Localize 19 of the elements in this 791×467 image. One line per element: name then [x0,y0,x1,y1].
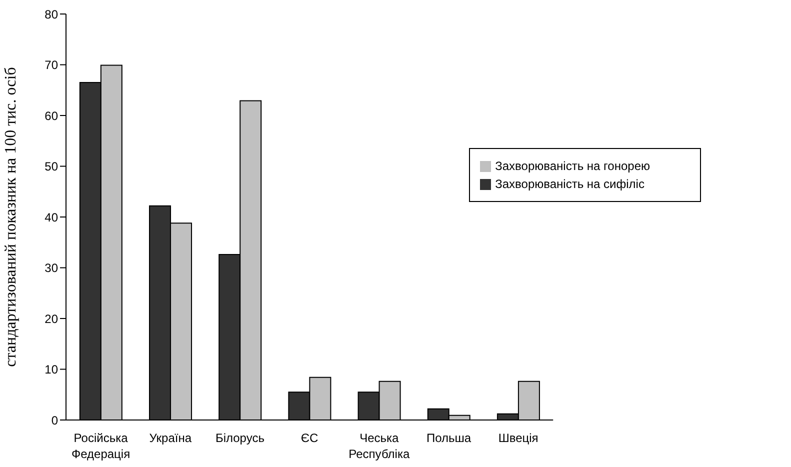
y-tick-label: 0 [51,413,58,428]
y-tick-label: 80 [44,7,58,22]
y-axis-title: стандартизований показник на 100 тис. осіб [2,67,20,367]
legend-label: Захворюваність на сифіліс [495,177,644,191]
y-tick-label: 40 [44,210,58,224]
x-tick-label: ЄС [300,431,319,445]
y-tick-label: 10 [44,362,58,377]
x-tick-label: Польша [426,431,472,445]
y-tick-label: 60 [44,108,58,123]
y-tick-label: 70 [44,58,58,72]
y-tick-label: 50 [44,160,58,174]
y-tick-label: 30 [44,261,58,276]
x-tick-label: Швеція [498,431,538,445]
x-tick-label: Чеська Республіка [348,431,410,461]
x-tick-label: Російська Федерація [72,431,130,461]
y-tick-label: 20 [44,312,58,326]
legend-label: Захворюваність на гонорею [495,159,650,173]
x-tick-label: Білорусь [215,431,264,445]
x-tick-label: Україна [149,431,192,445]
